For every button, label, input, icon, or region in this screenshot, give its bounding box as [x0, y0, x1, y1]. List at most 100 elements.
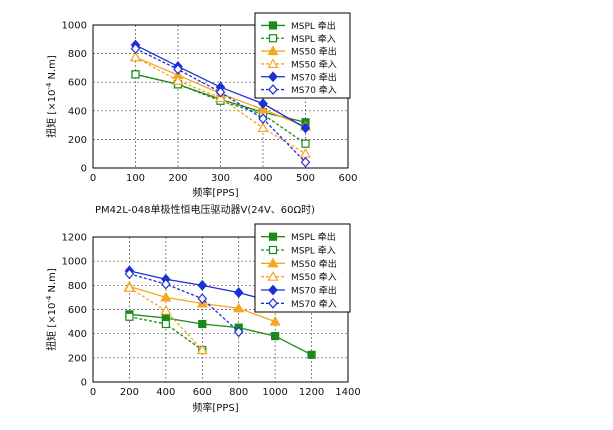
- x-tick-label: 100: [126, 173, 145, 184]
- y-tick-label: 800: [68, 49, 87, 60]
- y-axis-label-exponent: -4: [45, 82, 53, 90]
- data-point: [131, 70, 140, 79]
- x-axis-label: 频率[PPS]: [192, 186, 238, 199]
- data-point: [300, 156, 311, 168]
- x-tick-label: 1000: [262, 387, 287, 398]
- legend-marker: [267, 270, 279, 281]
- data-point: [271, 331, 280, 341]
- series-3: [123, 282, 208, 355]
- y-axis-label-main: 扭矩: [45, 115, 58, 138]
- legend-label: MS50 牵出: [291, 46, 337, 58]
- legend-label: MS70 牵出: [291, 71, 337, 83]
- data-point: [233, 326, 244, 338]
- y-tick-label: 400: [68, 106, 87, 117]
- chart-caption: PM42L-048单极性恒电压驱动器V(24V、60Ω时): [95, 203, 315, 216]
- x-tick-label: 400: [156, 387, 175, 398]
- data-point: [161, 278, 171, 290]
- data-point: [233, 287, 244, 298]
- data-point: [161, 319, 170, 329]
- legend-marker: [267, 58, 279, 69]
- y-tick-label: 1000: [62, 257, 87, 268]
- series-line: [135, 73, 306, 145]
- x-tick-label: 600: [338, 173, 357, 184]
- series-line: [135, 56, 306, 155]
- series-5: [130, 43, 311, 168]
- data-point: [160, 291, 172, 302]
- y-tick-label: 1000: [62, 21, 87, 32]
- legend-marker: [267, 257, 279, 268]
- data-point: [258, 98, 268, 110]
- y-tick-label: 200: [68, 353, 87, 364]
- chart-top: 0 100 200 300 400 500 600 0 200 400 600 800 1000 频率[P…: [45, 12, 358, 199]
- y-tick-label: 1200: [62, 233, 87, 244]
- y-tick-label: 0: [81, 164, 87, 175]
- data-point: [307, 350, 316, 359]
- y-tick-label: 400: [68, 329, 87, 340]
- data-point: [125, 312, 134, 321]
- chart-bottom: 0 200 400 600 800 1000 1200 1400 0 200 400 600 800 10…: [45, 203, 361, 414]
- x-tick-label: 0: [90, 173, 96, 184]
- data-point: [124, 268, 135, 280]
- legend-marker: [268, 21, 278, 30]
- y-axis-label: 扭矩 [×10-4 N.m]: [45, 55, 58, 138]
- series-line: [129, 313, 312, 356]
- y-axis-label-suffix: N.m]: [47, 55, 58, 83]
- legend-label: MS50 牵入: [291, 272, 337, 283]
- legend-label: MSPL 牵出: [291, 231, 336, 243]
- data-point: [233, 302, 245, 313]
- legend-label: MSPL 牵入: [291, 246, 336, 257]
- legend-marker: [268, 34, 278, 43]
- legend-label: MSPL 牵入: [291, 34, 336, 45]
- y-tick-label: 0: [81, 378, 87, 389]
- legend-marker: [268, 297, 278, 309]
- x-axis-label: 频率[PPS]: [192, 401, 238, 414]
- data-point: [258, 113, 268, 125]
- y-axis-label-exponent: -4: [45, 295, 53, 303]
- y-axis-label-prefix: [×10: [47, 303, 58, 328]
- y-tick-label: 600: [68, 305, 87, 316]
- x-tick-label: 1400: [335, 387, 360, 398]
- legend-label: MS70 牵出: [291, 285, 337, 297]
- data-point: [172, 75, 184, 85]
- legend-marker: [268, 284, 278, 296]
- x-tick-label: 500: [296, 173, 315, 184]
- x-tick-label: 1200: [299, 387, 324, 398]
- y-tick-label: 800: [68, 281, 87, 292]
- data-point: [123, 282, 135, 292]
- legend-marker: [268, 71, 278, 83]
- data-point: [257, 122, 269, 133]
- data-point: [198, 319, 207, 329]
- y-tick-label: 600: [68, 78, 87, 89]
- x-tick-label: 200: [168, 173, 187, 184]
- y-axis-label-suffix: N.m]: [47, 268, 58, 296]
- series-line: [129, 273, 240, 333]
- data-point: [160, 304, 172, 315]
- y-tick-label: 200: [68, 135, 87, 146]
- legend-marker: [267, 45, 279, 56]
- data-point: [301, 139, 310, 148]
- legend-marker: [268, 245, 278, 255]
- series-5: [124, 268, 244, 338]
- x-tick-label: 400: [253, 173, 272, 184]
- data-point: [300, 122, 311, 134]
- y-axis-label-main: 扭矩: [45, 328, 58, 351]
- y-axis-label: 扭矩 [×10-4 N.m]: [45, 268, 58, 351]
- data-point: [196, 344, 208, 355]
- data-point: [269, 315, 281, 326]
- x-tick-label: 600: [193, 387, 212, 398]
- legend-marker: [268, 84, 278, 95]
- legend-label: MS50 牵出: [291, 258, 337, 270]
- legend-label: MS70 牵入: [291, 85, 337, 96]
- data-point: [173, 63, 183, 75]
- x-tick-label: 800: [229, 387, 248, 398]
- legend-label: MS70 牵入: [291, 299, 337, 310]
- x-tick-label: 300: [211, 173, 230, 184]
- legend-label: MSPL 牵出: [291, 20, 336, 32]
- data-point: [215, 86, 226, 98]
- data-point: [197, 279, 208, 291]
- y-axis-label-prefix: [×10: [47, 90, 58, 115]
